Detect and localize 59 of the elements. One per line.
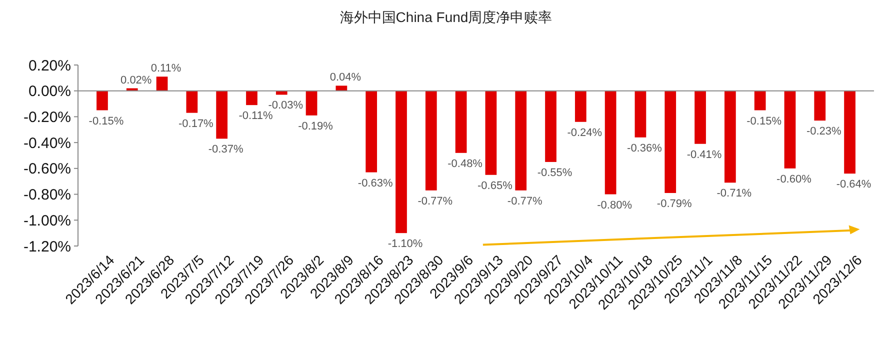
y-tick-label: -1.20% [23,238,71,256]
bar [336,86,348,91]
data-label: -0.41% [686,148,722,161]
bar [844,90,856,174]
data-label: -0.79% [656,198,692,210]
bar [784,90,796,168]
data-label: 0.11% [150,62,182,75]
bar [186,90,198,113]
data-label: -0.63% [358,177,393,190]
bar [485,90,497,175]
bar [306,90,318,116]
data-label: -0.15% [746,115,782,128]
data-label: -0.36% [627,142,662,154]
y-tick-label: -0.20% [23,108,71,126]
y-tick-label: 0.00% [28,83,71,100]
bar [814,90,826,121]
y-tick-label: -0.60% [23,160,71,178]
data-label: -0.19% [298,120,334,132]
bar [724,90,736,183]
bar [425,90,437,190]
bar [574,90,586,122]
bar [545,90,556,162]
bar [366,90,378,172]
data-label: -1.10% [388,238,423,250]
y-tick-label: -1.00% [23,212,71,230]
bar [216,90,228,139]
data-label: -0.77% [418,195,453,208]
data-label: -0.60% [776,173,812,186]
bar [156,76,168,91]
bar [664,90,676,193]
data-label: -0.24% [567,126,602,139]
bar [455,90,467,153]
data-label: -0.71% [716,188,752,200]
y-tick-label: -0.80% [23,186,71,204]
data-label: -0.48% [448,158,483,170]
data-label: -0.03% [268,100,304,112]
bar [396,90,407,234]
chart-title: 海外中国China Fund周度净申赎率 [340,9,552,25]
y-tick-label: 0.20% [28,57,71,74]
data-label: -0.80% [597,199,632,212]
data-label: -0.37% [208,144,244,156]
data-label: 0.02% [120,74,152,86]
bar [246,90,258,106]
bar [515,90,527,190]
bar [754,90,766,110]
y-tick-label: -0.40% [23,134,71,152]
data-label: -0.65% [478,180,513,192]
data-label: -0.17% [178,118,214,130]
data-label: -0.11% [238,110,273,122]
bar [694,90,706,144]
data-label: -0.64% [836,178,872,191]
data-label: 0.04% [330,72,362,84]
data-label: -0.77% [507,195,542,208]
data-label: -0.23% [806,126,842,138]
data-label: -0.15% [88,115,124,128]
bar [604,90,616,194]
bar [634,90,646,138]
bar [96,90,108,110]
data-label: -0.55% [537,166,572,179]
